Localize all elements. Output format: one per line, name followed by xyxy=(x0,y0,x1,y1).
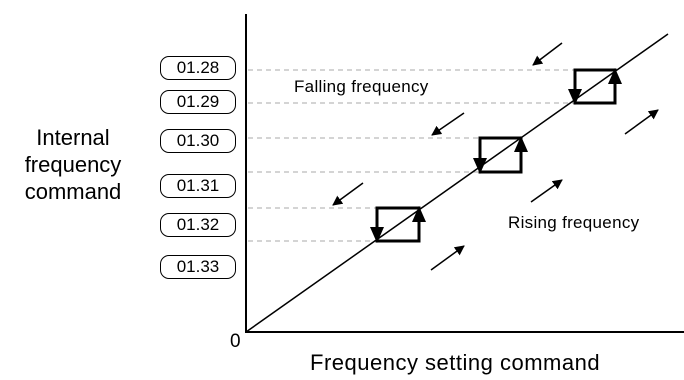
falling-arrows xyxy=(332,42,563,206)
box-low-down-arrow xyxy=(370,227,384,243)
box-arrows xyxy=(370,68,622,243)
x-axis-label: Frequency setting command xyxy=(310,350,601,375)
y-axis-label-line-3: command xyxy=(24,179,122,204)
falling-frequency-label: Falling frequency xyxy=(294,77,429,96)
param-box-0129: 01.29 xyxy=(160,90,236,114)
param-box-0132: 01.32 xyxy=(160,213,236,237)
param-box-0130: 01.30 xyxy=(160,129,236,153)
param-box-0128: 01.28 xyxy=(160,56,236,80)
rising-arrow-1 xyxy=(624,109,659,135)
falling-arrow-1 xyxy=(532,42,563,66)
level-lines xyxy=(248,69,575,242)
hysteresis-box-mid xyxy=(478,136,523,174)
rising-arrow-2 xyxy=(530,179,563,203)
box-low-up-arrow xyxy=(412,206,426,222)
falling-arrow-2 xyxy=(431,112,465,136)
hysteresis-box-low xyxy=(375,206,421,243)
box-high-down-arrow xyxy=(568,89,582,105)
rising-frequency-label: Rising frequency xyxy=(508,213,640,232)
box-mid-up-arrow xyxy=(514,136,528,152)
rising-arrow-3 xyxy=(430,245,465,271)
param-box-0131: 01.31 xyxy=(160,174,236,198)
y-axis-label-line-2: frequency xyxy=(24,152,122,177)
origin-label: 0 xyxy=(230,331,241,352)
falling-arrow-3 xyxy=(332,182,364,206)
hysteresis-boxes xyxy=(375,68,617,243)
characteristic-line xyxy=(245,33,669,333)
rising-arrows xyxy=(430,109,659,271)
param-box-0133: 01.33 xyxy=(160,255,236,279)
box-mid-down-arrow xyxy=(473,158,487,174)
y-axis-label: Internal frequency command xyxy=(8,124,138,205)
box-high-up-arrow xyxy=(608,68,622,84)
y-axis-label-line-1: Internal xyxy=(36,125,110,150)
hysteresis-box-high xyxy=(573,68,617,105)
